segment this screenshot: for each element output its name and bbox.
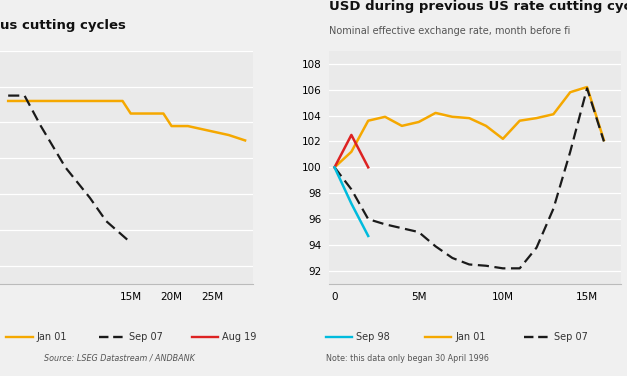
Text: Source: LSEG Datastream / ANDBANK: Source: LSEG Datastream / ANDBANK — [44, 354, 195, 363]
Text: Note: this data only began 30 April 1996: Note: this data only began 30 April 1996 — [326, 354, 489, 363]
Text: Jan 01: Jan 01 — [455, 332, 486, 341]
Text: us cutting cycles: us cutting cycles — [0, 19, 126, 32]
Text: USD during previous US rate cutting cyc: USD during previous US rate cutting cyc — [329, 0, 627, 14]
Text: Nominal effective exchange rate, month before fi: Nominal effective exchange rate, month b… — [329, 26, 571, 36]
Text: Sep 07: Sep 07 — [129, 332, 163, 341]
Text: Aug 19: Aug 19 — [222, 332, 256, 341]
Text: Sep 07: Sep 07 — [554, 332, 588, 341]
Text: Sep 98: Sep 98 — [356, 332, 390, 341]
Text: Jan 01: Jan 01 — [36, 332, 67, 341]
